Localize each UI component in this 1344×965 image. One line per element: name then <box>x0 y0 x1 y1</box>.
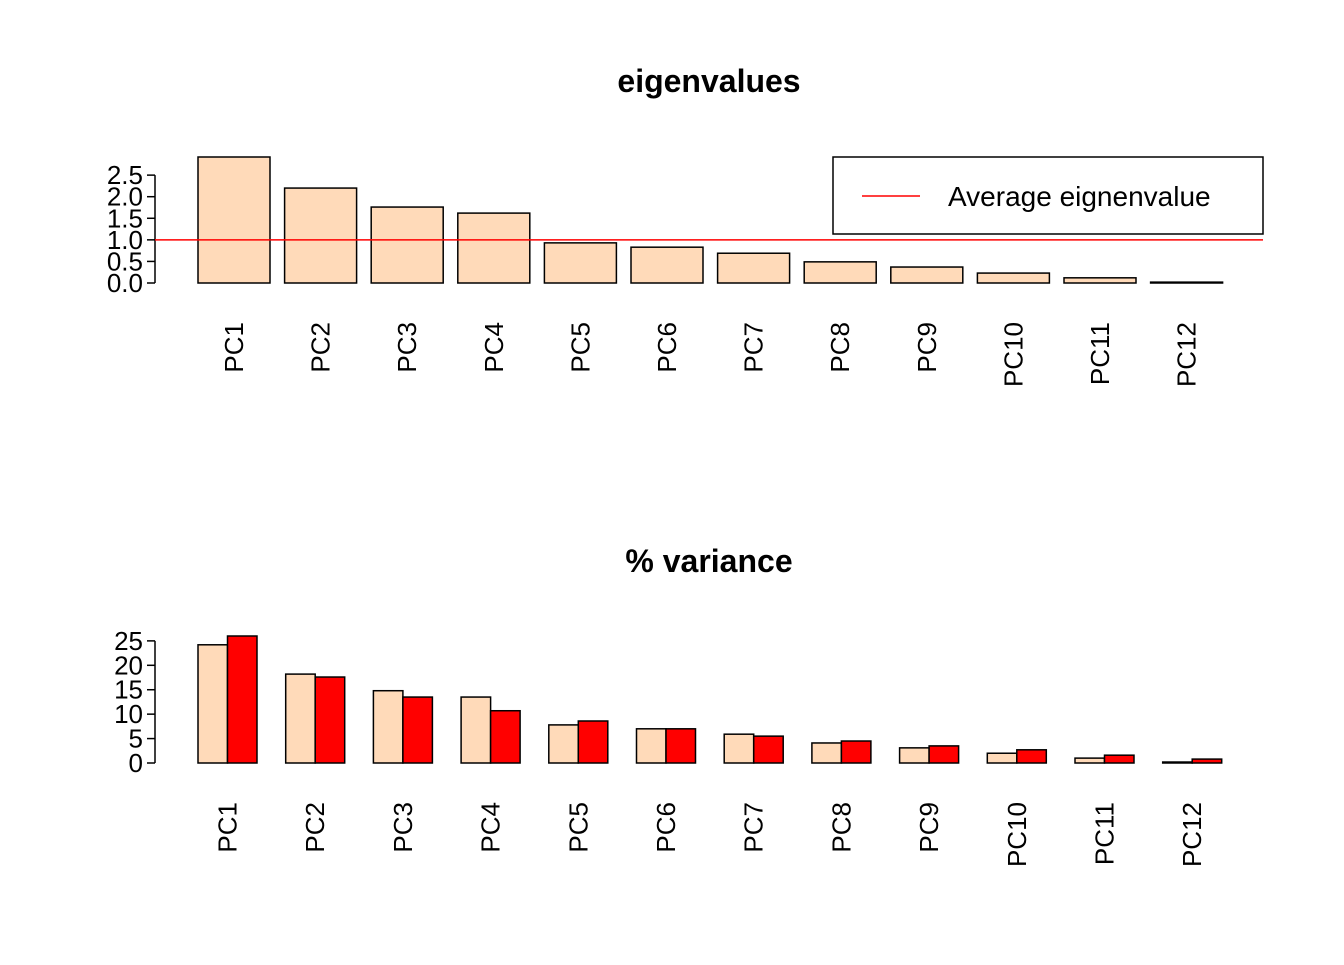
bar <box>1074 757 1106 764</box>
bar <box>370 206 444 284</box>
bar <box>752 735 784 764</box>
bar <box>898 747 930 764</box>
bar <box>197 156 271 284</box>
y-tick-label: 5 <box>129 724 143 754</box>
x-tick-label: PC9 <box>912 322 942 373</box>
y-tick-label: 10 <box>114 699 143 729</box>
bar <box>811 742 843 764</box>
x-tick-label: PC7 <box>739 322 769 373</box>
bar <box>1149 281 1224 284</box>
x-tick-label: PC1 <box>213 802 243 853</box>
bar <box>635 728 667 764</box>
x-tick-label: PC5 <box>565 322 595 373</box>
x-tick-label: PC4 <box>479 322 509 373</box>
x-tick-label: PC8 <box>825 322 855 373</box>
y-tick-label: 15 <box>114 675 143 705</box>
y-tick-label: 2.5 <box>107 160 143 190</box>
y-tick-label: 0 <box>129 748 143 778</box>
bar <box>1103 754 1135 764</box>
bar <box>314 676 346 764</box>
bar <box>460 696 492 764</box>
bar <box>543 242 618 284</box>
bar <box>840 740 872 764</box>
x-tick-label: PC2 <box>306 322 336 373</box>
y-tick-label: 0.5 <box>107 246 143 276</box>
x-tick-label: PC9 <box>914 802 944 853</box>
bar <box>283 187 358 284</box>
bar <box>630 246 704 284</box>
bar <box>665 728 697 764</box>
legend-label: Average eignenvalue <box>948 181 1211 212</box>
bar <box>1191 758 1223 764</box>
bar <box>890 266 964 284</box>
bar <box>372 689 404 764</box>
bar <box>986 752 1018 764</box>
x-tick-label: PC3 <box>388 802 418 853</box>
y-tick-label: 1.5 <box>107 203 143 233</box>
x-tick-label: PC3 <box>392 322 422 373</box>
chart-title: % variance <box>625 543 792 579</box>
x-tick-label: PC10 <box>1002 802 1032 867</box>
x-tick-label: PC5 <box>563 802 593 853</box>
x-tick-label: PC12 <box>1172 322 1202 387</box>
x-tick-label: PC12 <box>1177 802 1207 867</box>
bar <box>284 673 316 764</box>
bar <box>976 272 1051 284</box>
x-tick-label: PC10 <box>998 322 1028 387</box>
y-tick-label: 1.0 <box>107 225 143 255</box>
bar <box>1161 761 1193 764</box>
bar <box>803 261 877 284</box>
bar <box>1016 749 1048 764</box>
y-tick-label: 20 <box>114 650 143 680</box>
bar <box>577 720 609 764</box>
x-tick-label: PC6 <box>652 322 682 373</box>
bar <box>548 724 580 764</box>
x-tick-label: PC11 <box>1085 322 1115 385</box>
x-tick-label: PC8 <box>826 802 856 853</box>
y-tick-label: 25 <box>114 626 143 656</box>
y-tick-label: 2.0 <box>107 182 143 212</box>
bar <box>457 212 531 284</box>
bar <box>1063 277 1137 284</box>
bar <box>928 745 960 764</box>
x-tick-label: PC7 <box>739 802 769 853</box>
chart-title: eigenvalues <box>617 63 800 99</box>
y-tick-label: 0.0 <box>107 268 143 298</box>
bar <box>197 644 229 764</box>
x-tick-label: PC2 <box>300 802 330 853</box>
x-tick-label: PC4 <box>476 802 506 853</box>
bar <box>716 252 791 284</box>
x-tick-label: PC11 <box>1090 802 1120 865</box>
bar <box>402 696 434 764</box>
x-tick-label: PC1 <box>219 322 249 373</box>
x-tick-label: PC6 <box>651 802 681 853</box>
bar <box>723 733 755 764</box>
bar <box>226 635 258 764</box>
bar <box>489 709 521 764</box>
